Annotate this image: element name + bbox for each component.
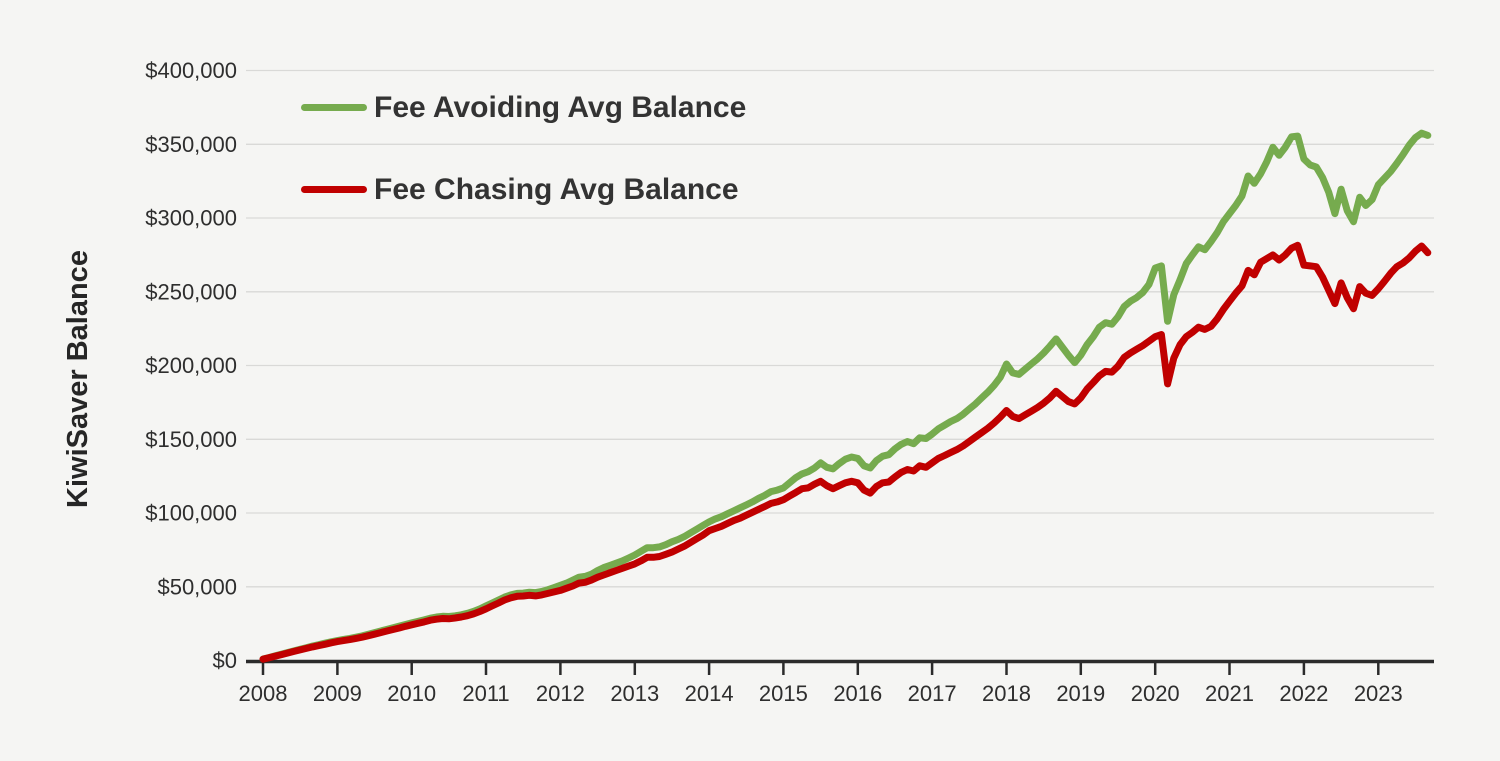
x-tick-label: 2015: [759, 681, 808, 706]
y-tick-label: $300,000: [145, 206, 237, 231]
x-tick-label: 2014: [685, 681, 734, 706]
y-tick-label: $400,000: [145, 58, 237, 83]
x-tick-label: 2009: [313, 681, 362, 706]
y-axis-title: KiwiSaver Balance: [62, 250, 94, 508]
fee-avoiding-line-swatch: [301, 104, 367, 111]
x-tick-label: 2023: [1354, 681, 1403, 706]
y-tick-label: $250,000: [145, 279, 237, 304]
x-tick-label: 2016: [833, 681, 882, 706]
x-tick-label: 2013: [610, 681, 659, 706]
fee-chasing-line-swatch: [301, 186, 367, 193]
x-tick-label: 2012: [536, 681, 585, 706]
legend-label-fee-chasing: Fee Chasing Avg Balance: [374, 172, 739, 206]
legend-label-fee-avoiding: Fee Avoiding Avg Balance: [374, 90, 747, 124]
y-tick-label: $200,000: [145, 353, 237, 378]
x-tick-label: 2018: [982, 681, 1031, 706]
x-tick-label: 2017: [908, 681, 957, 706]
x-tick-label: 2019: [1056, 681, 1105, 706]
legend-item-fee-avoiding: Fee Avoiding Avg Balance: [301, 80, 746, 135]
legend: Fee Avoiding Avg Balance Fee Chasing Avg…: [301, 80, 746, 217]
x-tick-label: 2010: [387, 681, 436, 706]
y-tick-label: $0: [213, 648, 237, 673]
x-tick-label: 2022: [1279, 681, 1328, 706]
x-tick-label: 2020: [1131, 681, 1180, 706]
series-line-fee-chasing: [259, 241, 1432, 663]
y-tick-label: $350,000: [145, 132, 237, 157]
y-tick-label: $150,000: [145, 427, 237, 452]
x-tick-label: 2011: [462, 681, 509, 706]
y-tick-label: $100,000: [145, 501, 237, 526]
x-tick-label: 2021: [1205, 681, 1254, 706]
x-tick-label: 2008: [239, 681, 288, 706]
y-tick-label: $50,000: [157, 574, 237, 599]
legend-item-fee-chasing: Fee Chasing Avg Balance: [301, 162, 746, 217]
